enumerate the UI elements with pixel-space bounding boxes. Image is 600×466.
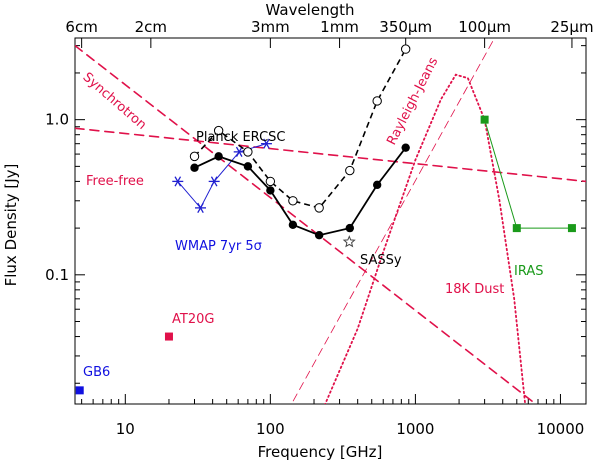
iras-line bbox=[484, 119, 572, 229]
wmap-7yr-5-point bbox=[260, 138, 272, 149]
planck-ercsc-point bbox=[314, 203, 324, 213]
planck-ercsc-filled-point bbox=[214, 152, 223, 161]
planck-ercsc-point bbox=[345, 165, 355, 176]
axis-ticks: 10 100 1000 10000 0.1 1.0 6cm 2cm 3mm 1mm 350μm 100… bbox=[45, 18, 593, 438]
wmap-7yr-5-point bbox=[233, 146, 245, 157]
top-tick-label: 100μm bbox=[458, 18, 511, 36]
x-tick-label: 10000 bbox=[537, 420, 585, 438]
planck-ercsc-line bbox=[193, 48, 407, 209]
wmap-7yr-5-point bbox=[195, 202, 207, 213]
planck-ercsc-filled-line bbox=[194, 147, 407, 237]
plot-area bbox=[74, 37, 587, 405]
annotation-at20g: AT20G bbox=[172, 312, 214, 327]
y-axis-title: Flux Density [Jy] bbox=[2, 164, 20, 287]
annotation-wmap: WMAP 7yr 5σ bbox=[175, 239, 262, 254]
planck-ercsc-point bbox=[372, 96, 382, 106]
at20g-point bbox=[164, 332, 173, 341]
planck-ercsc-filled-point bbox=[401, 143, 410, 152]
planck-ercsc-filled-point bbox=[266, 186, 275, 195]
model-curves bbox=[75, 38, 586, 404]
rayleigh-jeans-curve bbox=[291, 38, 496, 404]
data-series bbox=[75, 44, 576, 395]
18k-dust-curve bbox=[324, 73, 527, 404]
planck-ercsc-filled-point bbox=[372, 180, 382, 190]
iras-point bbox=[567, 224, 576, 233]
top-axis-title: Wavelength bbox=[266, 1, 355, 19]
wmap-7yr-5-point bbox=[208, 176, 220, 187]
annotation-18k-dust: 18K Dust bbox=[445, 282, 504, 297]
planck-ercsc-point bbox=[400, 44, 411, 54]
planck-ercsc-point bbox=[189, 151, 200, 162]
planck-ercsc-point bbox=[243, 147, 253, 157]
planck-ercsc-filled-point bbox=[243, 162, 253, 171]
planck-ercsc-filled-point bbox=[288, 220, 298, 230]
annotation-synchrotron: Synchrotron bbox=[80, 70, 149, 133]
sassy-point bbox=[342, 235, 356, 248]
top-tick-label: 25μm bbox=[550, 18, 593, 36]
synchrotron-curve bbox=[75, 44, 538, 404]
annotation-iras: IRAS bbox=[514, 264, 544, 279]
planck-ercsc-filled-point bbox=[314, 231, 324, 240]
planck-ercsc-point bbox=[288, 196, 298, 206]
annotation-planck-ercsc: Planck ERCSC bbox=[196, 130, 285, 145]
iras-point bbox=[512, 224, 521, 233]
wmap-7yr-5-point bbox=[172, 176, 184, 187]
annotation-sassy: SASSy bbox=[360, 253, 402, 268]
x-axis-title: Frequency [GHz] bbox=[258, 443, 383, 461]
y-tick-label: 0.1 bbox=[45, 266, 69, 284]
planck-ercsc-point bbox=[265, 176, 276, 187]
top-tick-label: 2cm bbox=[135, 18, 167, 36]
free-free-curve bbox=[75, 127, 586, 183]
top-tick-label: 3mm bbox=[251, 18, 290, 36]
x-tick-label: 10 bbox=[116, 420, 135, 438]
x-tick-label: 100 bbox=[256, 420, 285, 438]
planck-ercsc-filled-point bbox=[345, 223, 355, 233]
annotation-free-free: Free-free bbox=[86, 174, 144, 189]
annotation-rayleigh-jeans: Rayleigh-Jeans bbox=[384, 55, 441, 148]
planck-ercsc-point bbox=[213, 125, 224, 136]
x-tick-label: 1000 bbox=[396, 420, 434, 438]
annotation-gb6: GB6 bbox=[83, 365, 110, 380]
gb6-point bbox=[75, 386, 84, 395]
planck-ercsc-filled-point bbox=[190, 163, 199, 172]
top-tick-label: 1mm bbox=[320, 18, 359, 36]
top-tick-label: 6cm bbox=[65, 18, 97, 36]
iras-point bbox=[480, 115, 489, 124]
y-tick-label: 1.0 bbox=[45, 111, 69, 129]
top-tick-label: 350μm bbox=[379, 18, 432, 36]
